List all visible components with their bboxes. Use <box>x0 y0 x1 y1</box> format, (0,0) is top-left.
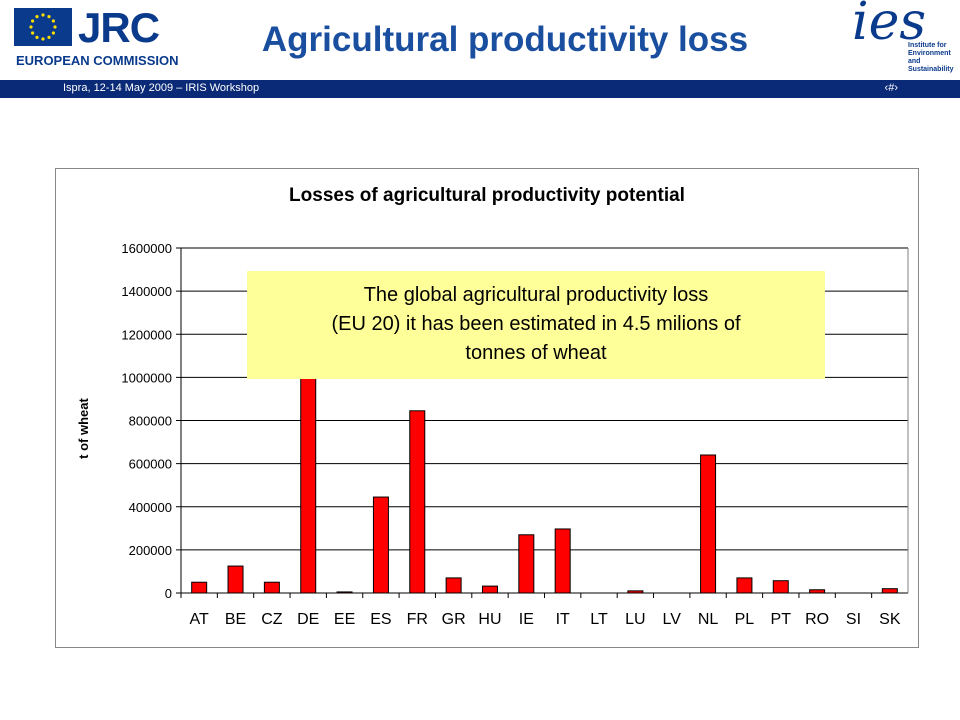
y-tick-label: 0 <box>165 586 172 601</box>
flag-star <box>31 19 35 23</box>
callout-line-3: tonnes of wheat <box>465 342 607 364</box>
y-tick-label: 1600000 <box>121 241 172 256</box>
ies-logo: ies Institute for Environment and Sustai… <box>852 0 954 78</box>
flag-star <box>51 19 55 23</box>
workshop-label: Ispra, 12-14 May 2009 – IRIS Workshop <box>63 82 260 94</box>
y-axis-label: t of wheat <box>76 398 91 459</box>
callout-line-2: (EU 20) it has been estimated in 4.5 mil… <box>331 313 741 335</box>
x-tick-label: EE <box>334 611 355 628</box>
x-tick-label: SK <box>879 611 901 628</box>
x-tick-label: HU <box>478 611 501 628</box>
ies-logo-text: ies <box>852 0 927 52</box>
european-commission-text: EUROPEAN COMMISSION <box>16 53 179 68</box>
x-tick-label: GR <box>442 611 466 628</box>
x-tick-label: PL <box>735 611 755 628</box>
y-tick-label: 1000000 <box>121 370 172 385</box>
bar-de <box>300 376 317 594</box>
callout-box: The global agricultural productivity los… <box>247 271 825 379</box>
x-tick-label: SI <box>846 611 861 628</box>
chart-title: Losses of agricultural productivity pote… <box>289 185 685 206</box>
bar-chart: 0 200000 400000 600000 800000 1000000 1200000 1… <box>76 241 909 628</box>
bar-at <box>191 581 208 594</box>
bar-sk <box>881 588 898 594</box>
y-tick-label: 1400000 <box>121 284 172 299</box>
callout-line-1: The global agricultural productivity los… <box>363 284 709 306</box>
flag-star <box>35 35 39 39</box>
x-tick-label: NL <box>698 611 719 628</box>
ies-logo-subtext: Institute for Environment and Sustainabi… <box>908 42 954 73</box>
flag-star <box>41 37 45 41</box>
subtitle-bar: Ispra, 12-14 May 2009 – IRIS Workshop ‹#… <box>0 80 960 98</box>
slide-title: Agricultural productivity loss <box>261 20 749 59</box>
jrc-logo: JRC EUROPEAN COMMISSION <box>14 4 179 70</box>
bar-ie <box>518 534 535 594</box>
y-tick-label: 800000 <box>129 414 172 429</box>
x-tick-label: LV <box>663 611 682 628</box>
bar-be <box>227 565 244 594</box>
y-tick-label: 600000 <box>129 457 172 472</box>
flag-star <box>29 25 33 29</box>
x-tick-label: AT <box>190 611 209 628</box>
x-tick-label: LU <box>625 611 645 628</box>
bar-it <box>554 528 571 594</box>
bar-lu <box>627 590 644 594</box>
x-tick-label: FR <box>407 611 428 628</box>
x-tick-label: ES <box>370 611 391 628</box>
bar-es <box>372 496 389 594</box>
flag-star <box>35 15 39 19</box>
y-tick-label: 200000 <box>129 543 172 558</box>
x-tick-label: DE <box>297 611 319 628</box>
flag-star <box>51 31 55 35</box>
bar-fr <box>409 410 426 594</box>
bar-gr <box>445 577 462 594</box>
x-tick-label: LT <box>590 611 608 628</box>
flag-star <box>31 31 35 35</box>
y-tick-label: 1200000 <box>121 327 172 342</box>
bar-ee <box>336 591 353 594</box>
flag-star <box>47 15 51 19</box>
bar-hu <box>481 585 498 594</box>
bar-pt <box>772 580 789 594</box>
x-tick-label: RO <box>805 611 829 628</box>
x-tick-label: CZ <box>261 611 283 628</box>
bar-cz <box>263 581 280 594</box>
x-tick-label: IT <box>556 611 570 628</box>
bar-nl <box>700 454 717 594</box>
x-tick-label: PT <box>771 611 792 628</box>
flag-star <box>47 35 51 39</box>
chart-container: Losses of agricultural productivity pote… <box>55 168 919 648</box>
slide-number: ‹#› <box>884 82 898 94</box>
flag-star <box>53 25 57 29</box>
x-tick-label: BE <box>225 611 246 628</box>
y-tick-label: 400000 <box>129 500 172 515</box>
eu-flag-icon <box>14 8 72 46</box>
jrc-logo-text: JRC <box>78 4 160 51</box>
bar-ro <box>809 589 826 594</box>
x-tick-label: IE <box>519 611 534 628</box>
flag-star <box>41 13 45 17</box>
bar-pl <box>736 577 753 594</box>
